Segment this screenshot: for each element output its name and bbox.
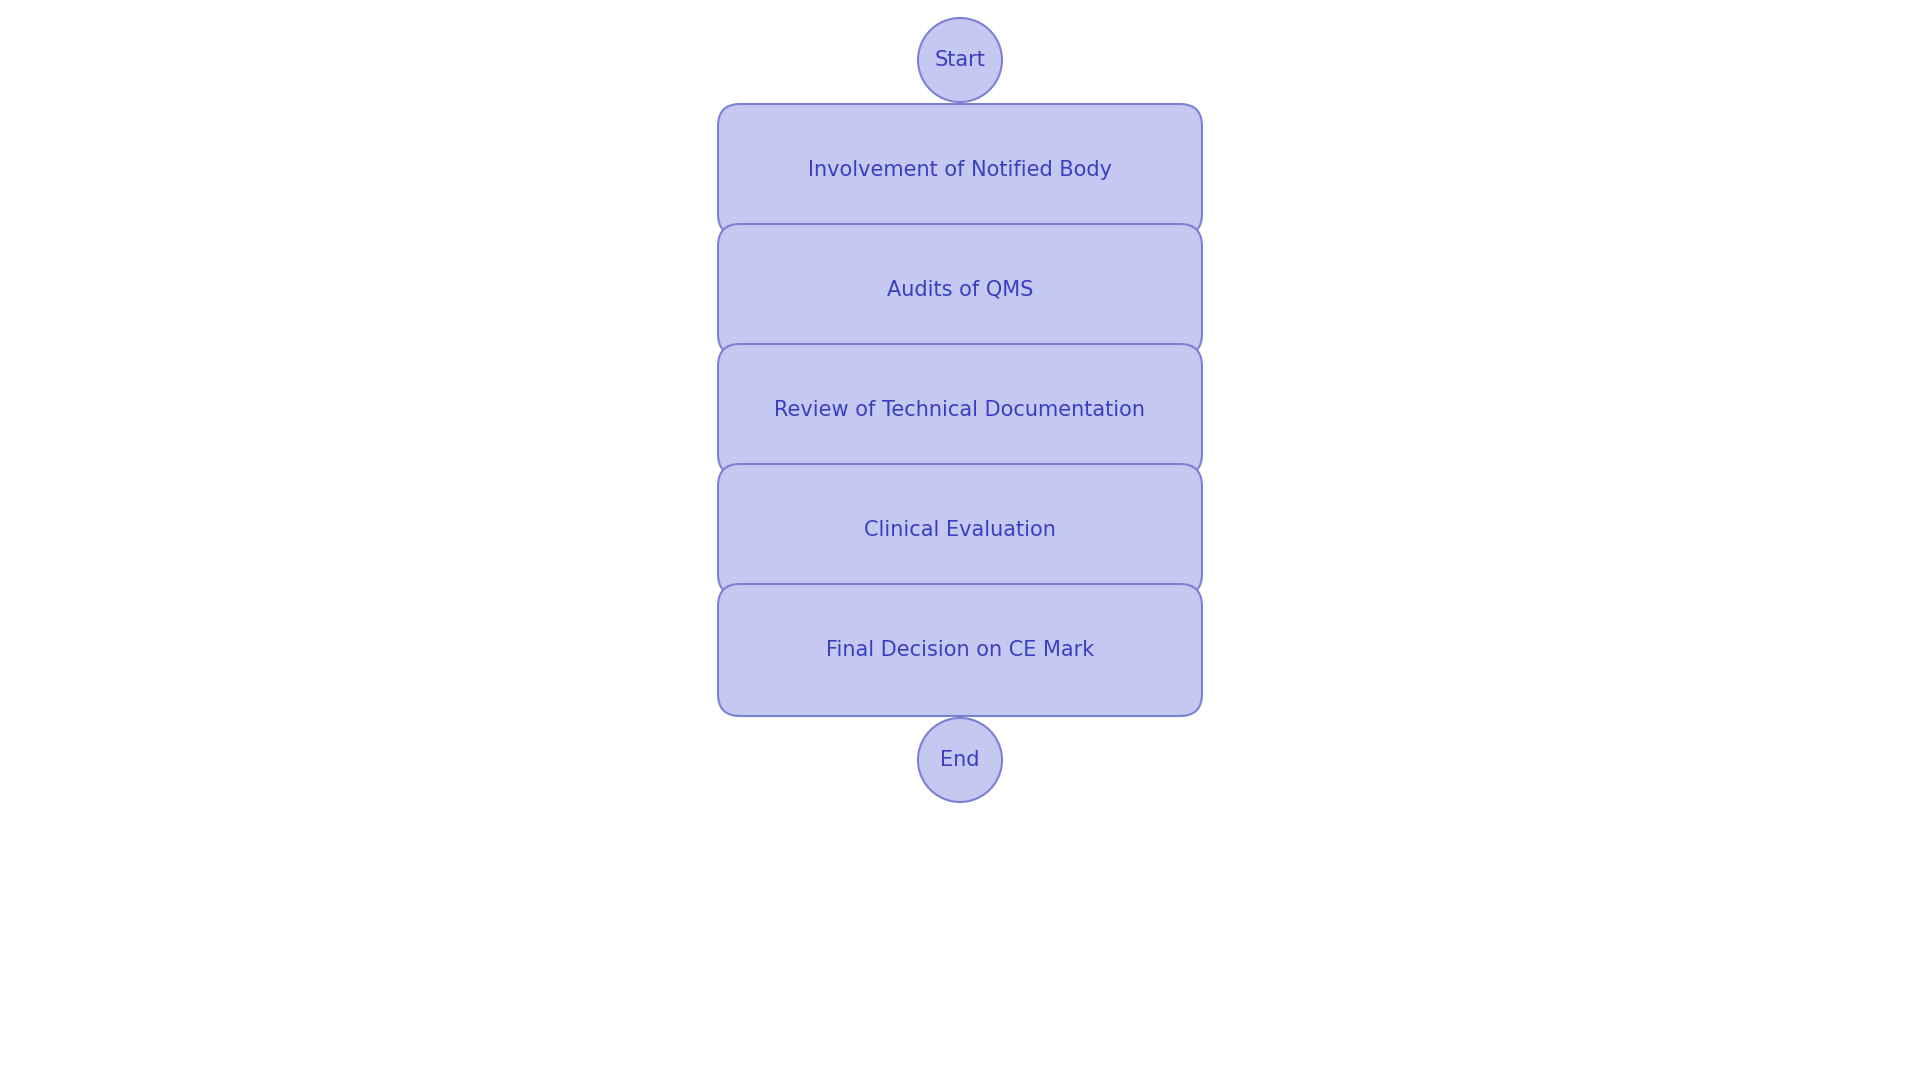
Circle shape [918,18,1002,102]
Text: Clinical Evaluation: Clinical Evaluation [864,519,1056,540]
FancyBboxPatch shape [718,584,1202,716]
Text: Audits of QMS: Audits of QMS [887,280,1033,300]
FancyBboxPatch shape [718,345,1202,476]
Text: End: End [941,750,979,770]
Text: Final Decision on CE Mark: Final Decision on CE Mark [826,640,1094,660]
Text: Involvement of Notified Body: Involvement of Notified Body [808,160,1112,180]
FancyBboxPatch shape [718,224,1202,356]
Text: Start: Start [935,50,985,70]
Circle shape [918,718,1002,802]
FancyBboxPatch shape [718,104,1202,237]
Text: Review of Technical Documentation: Review of Technical Documentation [774,400,1146,420]
FancyBboxPatch shape [718,464,1202,596]
